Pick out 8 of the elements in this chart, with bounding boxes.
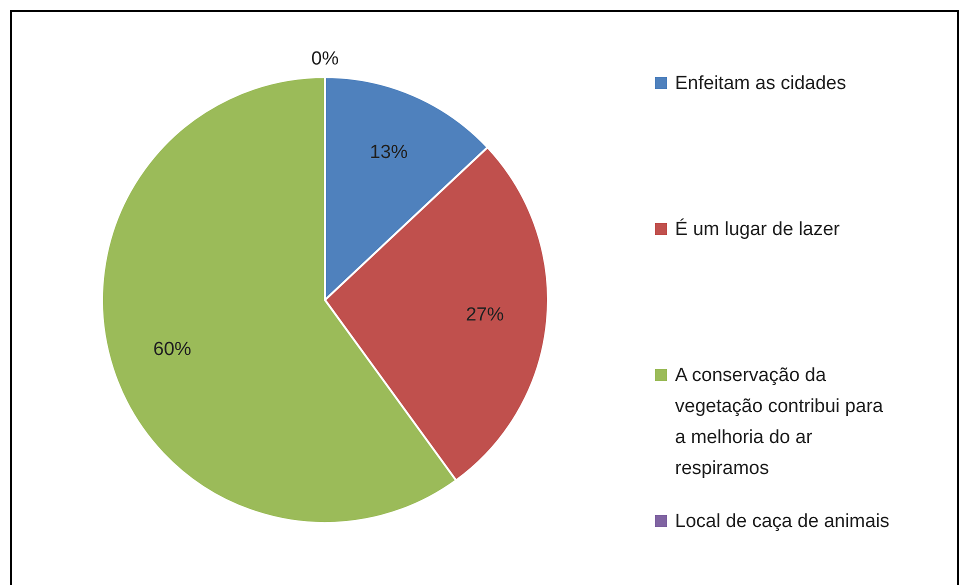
data-label: 13% xyxy=(370,142,408,164)
data-label: 27% xyxy=(466,304,504,326)
data-label: 60% xyxy=(153,339,192,360)
legend-label: É um lugar de lazer xyxy=(675,218,840,240)
text: 0% xyxy=(311,48,339,70)
legend-label: Enfeitam as cidades xyxy=(675,72,846,94)
legend-label: A conservação da vegetação contribui para a melhoria do ar respiramos xyxy=(675,364,884,478)
legend-label: Local de caça de animais xyxy=(675,510,890,532)
